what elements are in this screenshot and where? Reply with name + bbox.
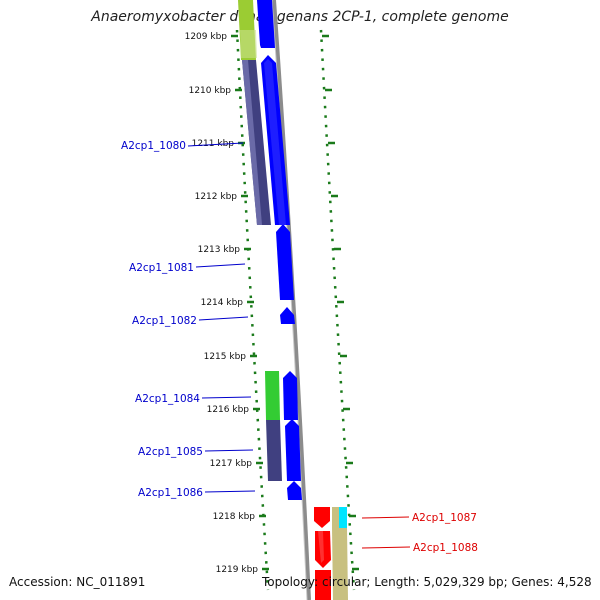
- map-title: Anaeromyxobacter dehalogenans 2CP-1, com…: [91, 9, 509, 25]
- reverse-cds-track: [314, 507, 331, 600]
- scale-label: 1209 kbp: [185, 32, 228, 42]
- scale-label: 1217 kbp: [210, 459, 253, 469]
- cog-feature-bar: [266, 420, 282, 481]
- gene-label[interactable]: A2cp1_1085: [138, 446, 203, 458]
- leader-line: [195, 263, 246, 268]
- scale-label: 1216 kbp: [207, 405, 250, 415]
- scale-label: 1211 kbp: [192, 139, 235, 149]
- scale-labels: 1209 kbp 1210 kbp 1211 kbp 1212 kbp 1213…: [185, 32, 259, 575]
- cog-feature-bar: [339, 507, 347, 528]
- gene-label[interactable]: A2cp1_1082: [132, 315, 197, 327]
- leader-line: [201, 396, 252, 399]
- gene-label[interactable]: A2cp1_1081: [129, 262, 194, 274]
- reverse-cds-arrow: [314, 507, 330, 528]
- cds-shade: [318, 531, 324, 563]
- forward-cds-arrow: [280, 307, 295, 324]
- accession-text: Accession: NC_011891: [9, 575, 146, 589]
- scale-label: 1218 kbp: [213, 512, 256, 522]
- gene-label[interactable]: A2cp1_1086: [138, 487, 203, 499]
- cog-category-ring: [238, 0, 348, 600]
- cog-feature-bar: [242, 60, 262, 225]
- scale-label: 1210 kbp: [189, 86, 232, 96]
- forward-cds-arrow: [283, 371, 298, 420]
- forward-cds-arrow: [285, 419, 301, 481]
- forward-cds-track: [257, 0, 302, 500]
- gene-labels: A2cp1_1080 A2cp1_1081 A2cp1_1082 A2cp1_1…: [121, 140, 478, 554]
- scale-label: 1213 kbp: [198, 245, 241, 255]
- gene-label[interactable]: A2cp1_1088: [413, 542, 478, 554]
- label-leader-lines: [187, 142, 411, 549]
- leader-line: [361, 516, 410, 519]
- forward-cds-arrow: [287, 481, 302, 500]
- cds-shade: [264, 59, 286, 225]
- scale-ticks: [231, 34, 359, 571]
- forward-cds-arrow: [276, 224, 294, 300]
- leader-line: [198, 316, 249, 321]
- cog-feature-bar: [332, 528, 348, 600]
- outer-dotted-arc: [319, 29, 356, 591]
- cog-feature-bar: [240, 30, 257, 58]
- leader-line: [361, 546, 411, 549]
- leader-line: [187, 142, 244, 147]
- leader-line: [204, 490, 256, 493]
- scale-label: 1212 kbp: [195, 192, 238, 202]
- reverse-cds-arrow: [315, 570, 331, 600]
- gene-label[interactable]: A2cp1_1080: [121, 140, 186, 152]
- gene-label[interactable]: A2cp1_1084: [135, 393, 200, 405]
- leader-line: [204, 449, 254, 452]
- forward-cds-arrow: [257, 0, 275, 48]
- scale-label: 1219 kbp: [216, 565, 259, 575]
- topology-text: Topology: circular; Length: 5,029,329 bp…: [262, 575, 592, 589]
- scale-label: 1215 kbp: [204, 352, 247, 362]
- cog-feature-bar: [265, 371, 280, 420]
- cog-feature-bar: [332, 507, 340, 528]
- scale-label: 1214 kbp: [201, 298, 244, 308]
- gene-label[interactable]: A2cp1_1087: [412, 512, 477, 524]
